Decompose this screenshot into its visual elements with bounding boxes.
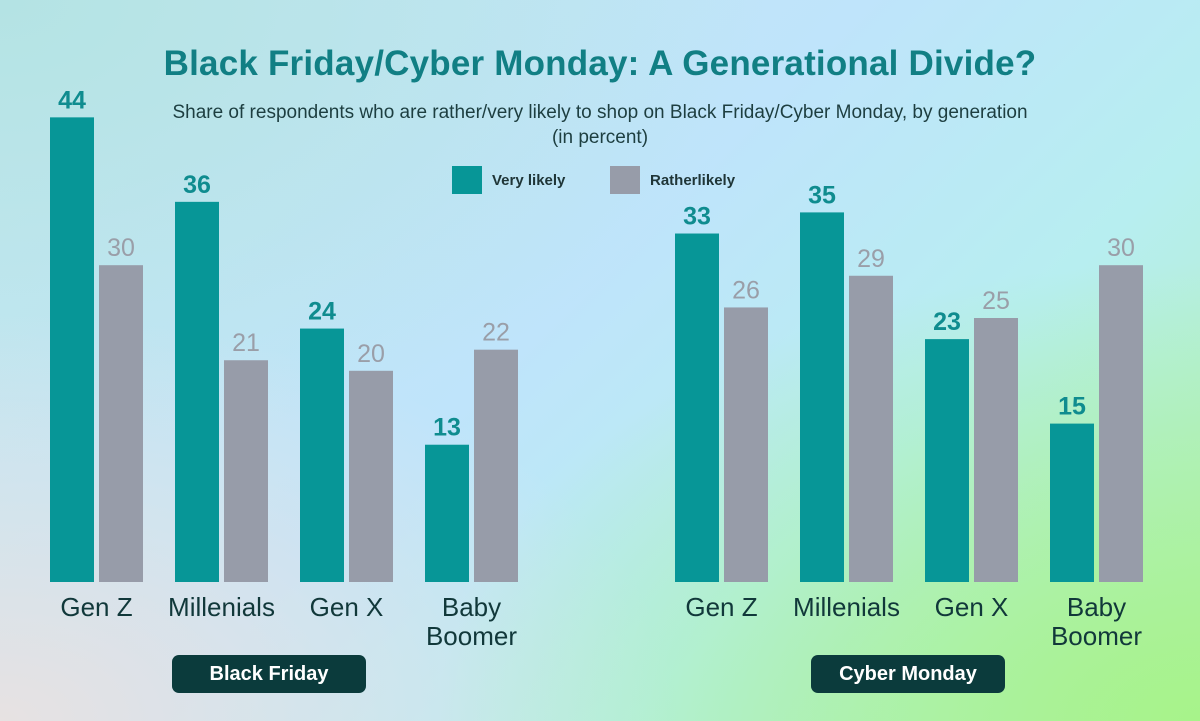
chart-title: Black Friday/Cyber Monday: A Generationa… xyxy=(163,44,1037,83)
cyber-monday-category-label-gen-z: Gen Z xyxy=(685,592,757,622)
black-friday-category-label-millenials: Millenials xyxy=(168,592,275,622)
cyber-monday-value-label-gen-z-very-likely: 33 xyxy=(683,203,711,231)
black-friday-bar-baby-boomer-ratherlikely xyxy=(474,349,518,582)
cyber-monday-value-label-gen-z-ratherlikely: 26 xyxy=(732,276,760,304)
black-friday-bar-gen-z-ratherlikely xyxy=(99,265,143,582)
black-friday-value-label-gen-z-ratherlikely: 30 xyxy=(107,234,135,262)
cyber-monday-value-label-baby-boomer-very-likely: 15 xyxy=(1058,393,1086,421)
chart-subtitle: Share of respondents who are rather/very… xyxy=(172,102,1028,148)
black-friday-bar-gen-x-ratherlikely xyxy=(349,370,393,582)
cyber-monday-bar-gen-x-ratherlikely xyxy=(974,318,1018,582)
legend-label-very-likely: Very likely xyxy=(492,171,566,189)
cyber-monday-value-label-gen-x-very-likely: 23 xyxy=(933,308,961,336)
cyber-monday-bar-gen-x-very-likely xyxy=(925,339,969,582)
cyber-monday-value-label-gen-x-ratherlikely: 25 xyxy=(982,287,1010,315)
black-friday-bar-baby-boomer-very-likely xyxy=(425,444,469,582)
black-friday-value-label-baby-boomer-very-likely: 13 xyxy=(433,414,461,442)
legend-item-rather-likely: Ratherlikely xyxy=(610,165,735,195)
legend-swatch-very-likely xyxy=(452,166,482,194)
cyber-monday-category-label-gen-x: Gen X xyxy=(935,592,1009,622)
black-friday-value-label-millenials-very-likely: 36 xyxy=(183,171,211,199)
cyber-monday-bar-gen-z-very-likely xyxy=(675,233,719,582)
cyber-monday-bar-baby-boomer-ratherlikely xyxy=(1099,265,1143,582)
cyber-monday-bar-millenials-very-likely xyxy=(800,212,844,582)
cyber-monday-bar-millenials-ratherlikely xyxy=(849,275,893,582)
black-friday-bar-gen-z-very-likely xyxy=(50,117,94,583)
black-friday-bar-gen-x-very-likely xyxy=(300,328,344,582)
black-friday-label: Black Friday xyxy=(172,655,366,693)
cyber-monday-value-label-baby-boomer-ratherlikely: 30 xyxy=(1107,234,1135,262)
legend-swatch-rather-likely xyxy=(610,166,640,194)
cyber-monday-category-label-baby-boomer: Baby Boomer xyxy=(1051,592,1142,651)
black-friday-value-label-millenials-ratherlikely: 21 xyxy=(232,329,260,357)
black-friday-bar-millenials-ratherlikely xyxy=(224,360,268,582)
cyber-monday-bar-baby-boomer-very-likely xyxy=(1050,423,1094,582)
black-friday-value-label-baby-boomer-ratherlikely: 22 xyxy=(482,319,510,347)
black-friday-bar-millenials-very-likely xyxy=(175,201,219,582)
cyber-monday-bar-gen-z-ratherlikely xyxy=(724,307,768,582)
black-friday-category-label-gen-x: Gen X xyxy=(310,592,384,622)
black-friday-category-label-gen-z: Gen Z xyxy=(60,592,132,622)
black-friday-value-label-gen-x-very-likely: 24 xyxy=(308,298,336,326)
cyber-monday-value-label-millenials-ratherlikely: 29 xyxy=(857,245,885,273)
legend-label-rather-likely: Ratherlikely xyxy=(650,171,736,189)
cyber-monday-category-label-millenials: Millenials xyxy=(793,592,900,622)
cyber-monday-label: Cyber Monday xyxy=(811,655,1005,693)
black-friday-value-label-gen-x-ratherlikely: 20 xyxy=(357,340,385,368)
black-friday-category-label-baby-boomer: Baby Boomer xyxy=(426,592,517,651)
cyber-monday-value-label-millenials-very-likely: 35 xyxy=(808,181,836,209)
legend-item-very-likely: Very likely xyxy=(452,165,565,195)
black-friday-value-label-gen-z-very-likely: 44 xyxy=(58,86,86,114)
